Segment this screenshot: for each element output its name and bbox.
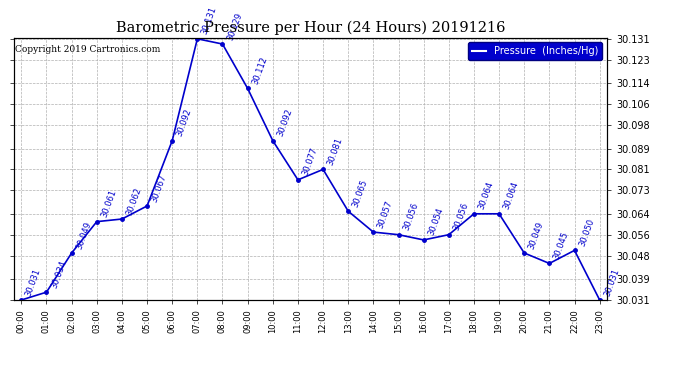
Text: 30.064: 30.064 — [502, 181, 520, 211]
Text: 30.061: 30.061 — [99, 188, 118, 219]
Text: 30.064: 30.064 — [477, 181, 495, 211]
Text: 30.131: 30.131 — [200, 6, 219, 36]
Text: 30.049: 30.049 — [527, 220, 545, 250]
Legend: Pressure  (Inches/Hg): Pressure (Inches/Hg) — [468, 42, 602, 60]
Text: 30.092: 30.092 — [175, 108, 193, 138]
Text: 30.062: 30.062 — [125, 186, 143, 216]
Text: 30.077: 30.077 — [301, 147, 319, 177]
Text: 30.129: 30.129 — [225, 11, 244, 41]
Text: 30.031: 30.031 — [24, 267, 43, 297]
Text: 30.049: 30.049 — [75, 220, 92, 250]
Text: 30.065: 30.065 — [351, 178, 369, 209]
Text: 30.056: 30.056 — [451, 201, 470, 232]
Text: 30.057: 30.057 — [376, 199, 395, 229]
Text: 30.031: 30.031 — [602, 267, 621, 297]
Text: 30.050: 30.050 — [578, 217, 595, 248]
Text: Copyright 2019 Cartronics.com: Copyright 2019 Cartronics.com — [15, 45, 160, 54]
Text: 30.045: 30.045 — [552, 230, 571, 261]
Text: 30.067: 30.067 — [150, 172, 168, 203]
Text: 30.034: 30.034 — [49, 259, 68, 290]
Text: 30.112: 30.112 — [250, 56, 269, 86]
Text: 30.056: 30.056 — [402, 201, 420, 232]
Text: 30.054: 30.054 — [426, 207, 445, 237]
Title: Barometric Pressure per Hour (24 Hours) 20191216: Barometric Pressure per Hour (24 Hours) … — [116, 21, 505, 35]
Text: 30.092: 30.092 — [275, 108, 294, 138]
Text: 30.081: 30.081 — [326, 136, 344, 166]
